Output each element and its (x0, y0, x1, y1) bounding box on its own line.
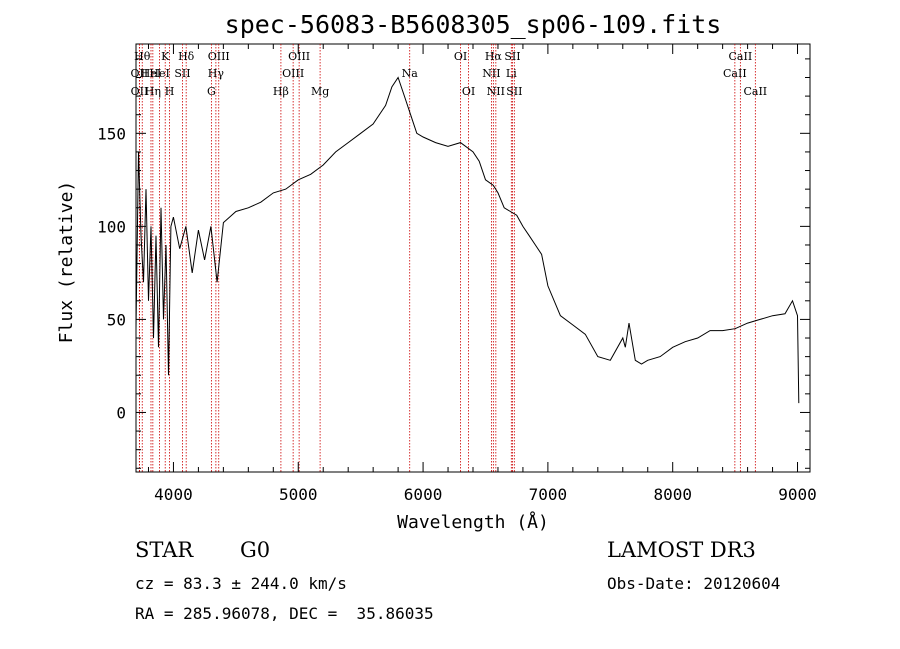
line-label: SII (504, 50, 520, 63)
line-label: Hδ (178, 50, 195, 63)
line-label: OII (131, 67, 149, 80)
line-label: OI (454, 50, 467, 63)
flux-line (135, 76, 800, 404)
y-axis-ticks: 0 50 100 150 (97, 58, 810, 469)
object-subclass: G0 (240, 538, 271, 562)
line-label: Mg (311, 85, 329, 98)
line-label: G (207, 85, 216, 98)
x-axis-label: Wavelength (Å) (397, 511, 549, 533)
line-label: CaII (743, 85, 767, 98)
x-tick-label: 8000 (653, 485, 692, 504)
x-tick-label: 6000 (404, 485, 443, 504)
y-tick-label: 50 (107, 310, 126, 329)
line-label: K (161, 50, 170, 63)
line-label: OIII (282, 67, 304, 80)
line-label: SII (174, 67, 190, 80)
x-axis-ticks: 4000 5000 6000 7000 8000 9000 (147, 44, 817, 504)
line-label: NII (482, 67, 500, 80)
y-tick-label: 0 (116, 403, 126, 422)
line-label: Hθ (134, 50, 151, 63)
line-label: Li (506, 67, 517, 80)
line-label: Hβ (273, 85, 289, 98)
line-label: SII (506, 85, 522, 98)
x-tick-label: 9000 (778, 485, 817, 504)
survey-name: LAMOST DR3 (607, 538, 756, 562)
line-label: HeI (141, 67, 161, 80)
line-label: Hη (145, 85, 161, 98)
redshift-velocity: cz = 83.3 ± 244.0 km/s (135, 574, 347, 593)
plot-frame (135, 43, 811, 473)
y-axis-label: Flux (relative) (56, 181, 77, 344)
line-label: Na (402, 67, 419, 80)
observation-date: Obs-Date: 20120604 (607, 574, 781, 593)
x-tick-label: 7000 (529, 485, 568, 504)
line-label: OIII (208, 50, 230, 63)
object-class: STAR (135, 538, 194, 562)
line-label: Hγ (208, 67, 225, 80)
y-tick-label: 150 (97, 124, 126, 143)
line-label: OIII (288, 50, 310, 63)
line-label: CaII (729, 50, 753, 63)
line-label: CaII (723, 67, 747, 80)
x-tick-label: 5000 (279, 485, 318, 504)
coordinates: RA = 285.96078, DEC = 35.86035 (135, 604, 434, 623)
chart-title: spec-56083-B5608305_sp06-109.fits (225, 10, 722, 39)
line-label: NII (487, 85, 505, 98)
line-label: OI (462, 85, 475, 98)
spectral-line-markers (138, 44, 756, 472)
line-label: H (165, 85, 175, 98)
y-tick-label: 100 (97, 217, 126, 236)
x-tick-label: 4000 (154, 485, 193, 504)
line-label: HeI (149, 67, 169, 80)
line-label: OII (131, 85, 149, 98)
line-label: Hα (485, 50, 503, 63)
